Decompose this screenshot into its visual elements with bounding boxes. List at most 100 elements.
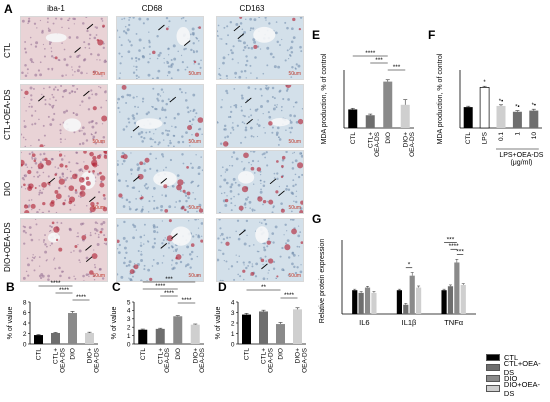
stain-spot — [81, 177, 84, 180]
nucleus-dot — [43, 152, 46, 156]
x-tick-label: DIO+OEA-DS — [87, 347, 101, 373]
nucleus-dot — [148, 131, 151, 134]
nucleus-dot — [143, 234, 146, 237]
nucleus-dot — [164, 194, 168, 198]
nucleus-dot — [292, 152, 294, 154]
nucleus-dot — [247, 46, 250, 50]
nucleus-dot — [197, 167, 199, 169]
nucleus-dot — [265, 87, 269, 91]
nucleus-dot — [50, 225, 53, 229]
nucleus-dot — [94, 221, 98, 224]
nucleus-dot — [75, 162, 78, 165]
stain-spot — [102, 194, 106, 197]
nucleus-dot — [191, 166, 194, 170]
nucleus-dot — [80, 222, 83, 226]
stain-spot — [89, 205, 96, 213]
legend-item: CTL — [486, 352, 550, 363]
nucleus-dot — [34, 122, 37, 125]
nucleus-dot — [100, 17, 103, 20]
nucleus-dot — [43, 55, 47, 58]
nucleus-dot — [167, 47, 170, 50]
nucleus-dot — [140, 259, 144, 262]
nucleus-dot — [60, 270, 64, 274]
nucleus-dot — [156, 93, 160, 96]
nucleus-dot — [165, 166, 167, 169]
nucleus-dot — [101, 141, 104, 144]
nucleus-dot — [153, 199, 156, 202]
nucleus-dot — [127, 50, 131, 54]
nucleus-dot — [221, 166, 224, 169]
nucleus-dot — [168, 26, 170, 28]
nucleus-dot — [195, 234, 197, 236]
nucleus-dot — [266, 99, 270, 103]
stain-spot — [250, 166, 255, 171]
nucleus-dot — [244, 126, 248, 129]
legend-swatch-ctl-oea-ds — [486, 364, 500, 372]
nucleus-dot — [253, 209, 256, 212]
nucleus-dot — [233, 104, 236, 107]
nucleus-dot — [290, 191, 294, 194]
nucleus-dot — [286, 239, 290, 243]
nucleus-dot — [52, 96, 55, 99]
nucleus-dot — [267, 272, 269, 274]
x-tick-label: CTL — [36, 348, 43, 361]
nucleus-dot — [24, 47, 27, 50]
nucleus-dot — [42, 158, 45, 162]
nucleus-dot — [38, 118, 40, 121]
nucleus-dot — [101, 75, 103, 77]
nucleus-dot — [60, 17, 63, 21]
arrow-icon — [183, 40, 191, 46]
nucleus-dot — [144, 187, 147, 189]
nucleus-dot — [39, 61, 42, 64]
row-label-ctl: CTL — [3, 42, 12, 58]
nucleus-dot — [54, 86, 57, 89]
bar — [138, 329, 148, 344]
nucleus-dot — [266, 64, 269, 67]
nucleus-dot — [128, 23, 131, 27]
nucleus-dot — [251, 208, 254, 212]
nucleus-dot — [35, 41, 39, 45]
nucleus-dot — [23, 120, 26, 122]
nucleus-dot — [96, 172, 100, 176]
arrow-icon — [237, 33, 245, 40]
nucleus-dot — [55, 99, 57, 102]
nucleus-dot — [50, 55, 54, 58]
nucleus-dot — [88, 37, 91, 40]
nucleus-dot — [33, 22, 37, 25]
nucleus-dot — [149, 167, 152, 170]
nucleus-dot — [282, 97, 285, 101]
bar — [173, 316, 183, 344]
nucleus-dot — [140, 194, 143, 196]
nucleus-dot — [21, 89, 23, 91]
nucleus-dot — [82, 274, 85, 278]
nucleus-dot — [192, 138, 194, 140]
nucleus-dot — [297, 225, 300, 227]
nucleus-dot — [286, 49, 289, 52]
nucleus-dot — [68, 276, 71, 280]
arrow-icon — [38, 95, 45, 102]
nucleus-dot — [147, 73, 151, 77]
nucleus-dot — [256, 45, 260, 48]
nucleus-dot — [287, 58, 290, 60]
stain-spot — [193, 60, 197, 64]
nucleus-dot — [30, 94, 33, 97]
nucleus-dot — [190, 250, 194, 254]
nucleus-dot — [189, 145, 191, 147]
nucleus-dot — [143, 264, 146, 267]
nucleus-dot — [42, 171, 45, 174]
nucleus-dot — [95, 122, 98, 125]
nucleus-dot — [51, 118, 55, 122]
nucleus-dot — [45, 260, 48, 262]
nucleus-dot — [292, 73, 295, 75]
nucleus-dot — [23, 178, 25, 181]
nucleus-dot — [53, 257, 56, 259]
nucleus-dot — [221, 99, 223, 101]
nucleus-dot — [293, 265, 296, 269]
nucleus-dot — [138, 49, 141, 52]
nucleus-dot — [126, 93, 129, 97]
stain-spot — [92, 106, 97, 111]
nucleus-dot — [290, 51, 294, 54]
column-label-cd68: CD68 — [141, 4, 163, 13]
nucleus-dot — [294, 101, 297, 104]
nucleus-dot — [274, 104, 276, 107]
